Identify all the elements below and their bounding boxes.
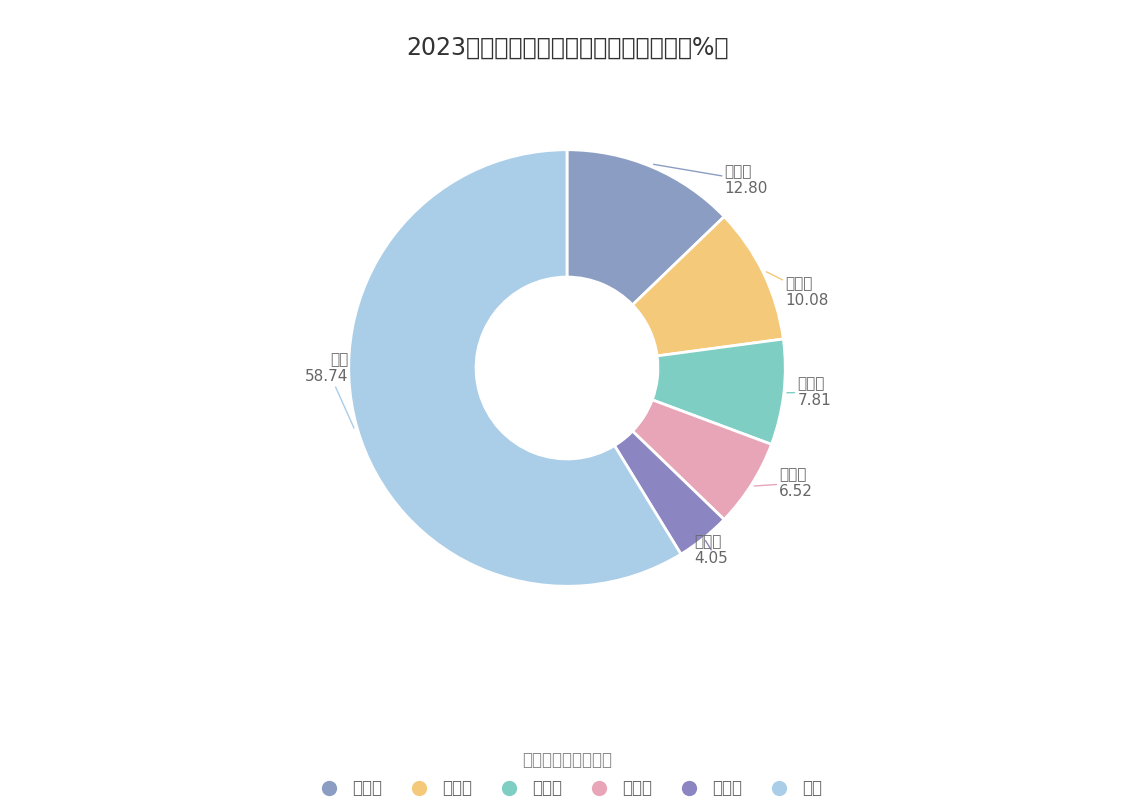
Legend: 第一名, 第二名, 第三名, 第四名, 第五名, 其他: 第一名, 第二名, 第三名, 第四名, 第五名, 其他 xyxy=(312,779,822,798)
Text: 第四名
6.52: 第四名 6.52 xyxy=(754,467,813,499)
Text: 第一名
12.80: 第一名 12.80 xyxy=(653,164,768,196)
Text: 2023年前五大客户占年度销售总额比例（%）: 2023年前五大客户占年度销售总额比例（%） xyxy=(406,36,728,60)
Wedge shape xyxy=(615,431,725,554)
Wedge shape xyxy=(633,400,771,519)
Text: 第二名
10.08: 第二名 10.08 xyxy=(767,272,829,309)
Wedge shape xyxy=(567,150,725,305)
Text: 第三名
7.81: 第三名 7.81 xyxy=(787,376,831,409)
Wedge shape xyxy=(349,150,680,586)
Text: 数据来源：恒生聚源: 数据来源：恒生聚源 xyxy=(522,751,612,769)
Wedge shape xyxy=(633,217,784,356)
Wedge shape xyxy=(652,339,785,444)
Text: 其他
58.74: 其他 58.74 xyxy=(305,352,354,428)
Text: 第五名
4.05: 第五名 4.05 xyxy=(694,534,728,566)
